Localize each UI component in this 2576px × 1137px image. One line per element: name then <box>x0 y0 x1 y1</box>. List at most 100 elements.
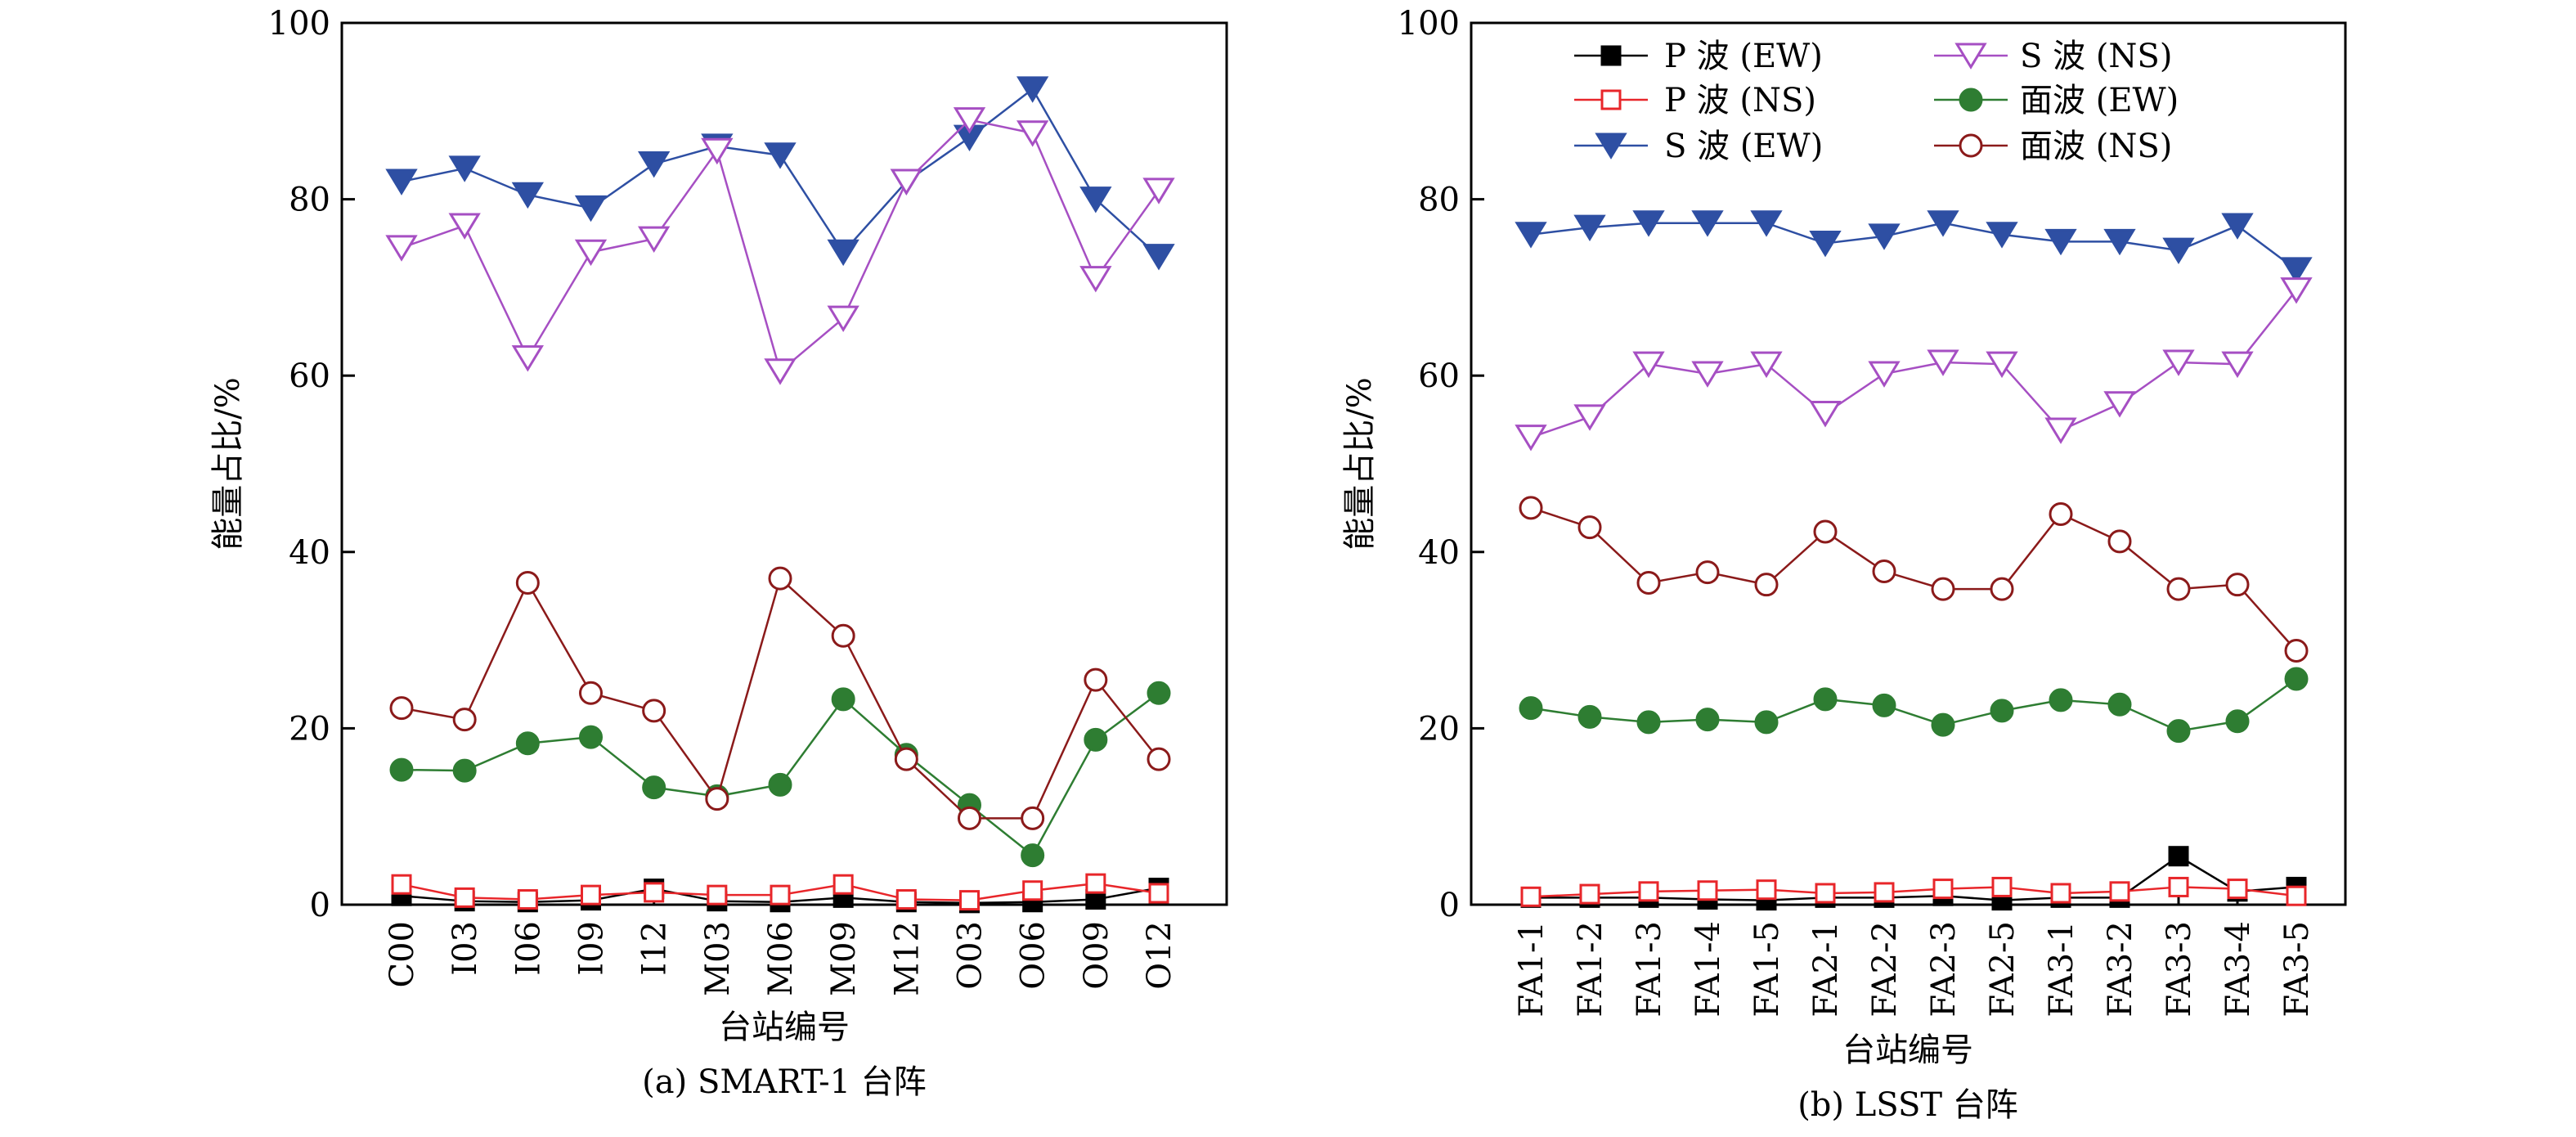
data-point <box>2286 885 2307 906</box>
x-tick-label: O03 <box>952 921 990 990</box>
data-point <box>1809 401 1842 428</box>
legend: P 波 (EW) P 波 (NS) S 波 (EW) S 波 (NS) 面波 (EW) 面… <box>1574 38 2179 165</box>
data-point <box>2221 213 2254 240</box>
x-tick-label: I03 <box>447 921 484 976</box>
x-tick-label: FA2-1 <box>1807 921 1845 1018</box>
data-point <box>1142 178 1175 204</box>
data-point <box>1022 880 1043 901</box>
x-tick-label: FA2-2 <box>1866 921 1904 1018</box>
series-open-circle <box>1519 496 2309 663</box>
data-point <box>707 884 728 906</box>
x-tick-label: M06 <box>762 921 800 996</box>
data-point <box>579 681 603 705</box>
legend-label: 面波 (EW) <box>2020 82 2179 119</box>
legend-item: 面波 (EW) <box>1934 82 2179 119</box>
chart-panel-lsst: 能量占比/% 台站编号 (b) LSST 台阵 0 20 40 60 80 100 FA1-… <box>1341 5 2347 1124</box>
data-point <box>385 235 418 262</box>
data-point <box>1750 210 1783 237</box>
y-tick-label: 0 <box>310 887 330 924</box>
series-open-square <box>391 873 1169 911</box>
data-point <box>764 142 797 169</box>
legend-label: P 波 (EW) <box>1664 38 1823 75</box>
x-tick-label: FA3-4 <box>2219 921 2257 1018</box>
data-point <box>1147 681 1171 705</box>
data-point <box>1750 351 1783 379</box>
data-point <box>1815 883 1836 904</box>
data-point <box>1931 577 1955 601</box>
data-point <box>2225 573 2250 597</box>
series-filled-down-triangle <box>1515 210 2313 284</box>
series-filled-down-triangle <box>385 76 1175 271</box>
data-point <box>832 874 854 895</box>
data-point <box>385 169 418 195</box>
y-tick-label: 100 <box>268 5 330 43</box>
data-point <box>2166 719 2191 744</box>
series-line <box>1530 222 2297 271</box>
data-point <box>1697 880 1718 901</box>
data-point <box>2162 349 2195 376</box>
data-point <box>1638 881 1659 902</box>
data-point <box>574 195 608 222</box>
x-tick-label: FA1-3 <box>1631 921 1668 1018</box>
data-point <box>517 889 538 910</box>
data-point <box>452 708 477 732</box>
data-point <box>511 182 544 209</box>
y-tick-label: 100 <box>1398 5 1460 43</box>
data-point <box>1990 699 2014 723</box>
data-point <box>1991 876 2013 897</box>
data-point <box>2050 883 2071 904</box>
x-tick-label: O06 <box>1015 921 1052 990</box>
data-point <box>2221 351 2254 379</box>
legend-marker <box>1600 45 1622 66</box>
data-point <box>454 887 475 908</box>
x-tick-label: FA3-5 <box>2278 921 2316 1018</box>
data-point <box>1813 519 1838 544</box>
data-point <box>1084 667 1108 692</box>
x-tick-label: O12 <box>1141 921 1178 990</box>
x-tick-label: FA3-1 <box>2043 921 2080 1018</box>
x-tick-label: FA1-5 <box>1748 921 1786 1018</box>
data-point <box>1021 843 1045 868</box>
data-point <box>2103 228 2136 256</box>
legend-label: S 波 (NS) <box>2020 38 2172 75</box>
data-point <box>1573 404 1606 431</box>
data-point <box>2168 846 2189 867</box>
data-point <box>1691 210 1724 237</box>
x-axis-label: 台站编号 <box>719 1009 850 1046</box>
legend-marker <box>1959 88 1983 112</box>
data-point <box>579 725 603 749</box>
data-point <box>2162 237 2195 265</box>
data-point <box>391 874 412 895</box>
series-filled-circle <box>1519 667 2309 744</box>
y-axis-label: 能量占比/% <box>209 377 247 550</box>
series-open-down-triangle <box>385 107 1175 385</box>
data-point <box>1084 727 1108 752</box>
data-point <box>1519 696 1543 721</box>
data-point <box>768 772 792 797</box>
y-tick-label: 20 <box>1418 710 1460 748</box>
data-point <box>1079 266 1112 293</box>
y-axis-label: 能量占比/% <box>1341 377 1379 550</box>
data-point <box>2103 391 2136 418</box>
x-tick-label: M03 <box>699 921 737 996</box>
data-point <box>1927 349 1959 376</box>
data-point <box>1577 515 1602 540</box>
data-point <box>452 758 477 783</box>
x-tick-label: I12 <box>636 921 674 976</box>
chart-panel-smart1: 能量占比/% 台站编号 (a) SMART-1 台阵 0 20 40 60 80 100 C… <box>209 5 1228 1101</box>
data-point <box>1636 710 1661 735</box>
data-point <box>701 137 734 165</box>
data-point <box>1016 76 1049 103</box>
data-point <box>1691 361 1724 388</box>
data-point <box>511 345 544 372</box>
legend-item: S 波 (EW) <box>1574 128 1823 165</box>
x-tick-label: I06 <box>509 921 547 976</box>
data-point <box>2044 417 2077 444</box>
data-point <box>959 890 980 911</box>
y-tick-label: 80 <box>289 182 330 219</box>
data-point <box>2284 639 2309 663</box>
data-point <box>1519 496 1543 520</box>
data-point <box>1085 873 1106 894</box>
data-point <box>2280 257 2313 284</box>
